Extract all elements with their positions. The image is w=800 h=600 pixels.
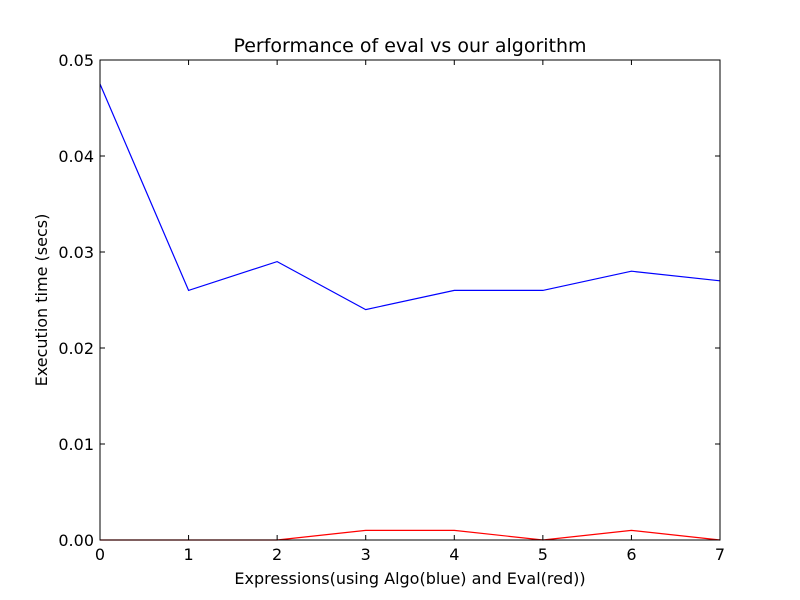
series-line-1 <box>100 529 721 541</box>
y-tick-label: 0.00 <box>58 531 94 550</box>
series-line-0 <box>99 83 721 311</box>
y-axis-label: Execution time (secs) <box>32 214 51 387</box>
x-tick-label: 4 <box>449 545 459 564</box>
x-tick-label: 3 <box>361 545 371 564</box>
chart-title: Performance of eval vs our algorithm <box>233 35 586 57</box>
x-tick-label: 1 <box>183 545 193 564</box>
x-tick-label: 6 <box>626 545 636 564</box>
y-tick-label: 0.01 <box>58 435 94 454</box>
series-layer <box>99 83 721 541</box>
x-tick-label: 2 <box>272 545 282 564</box>
x-tick-label: 0 <box>95 545 105 564</box>
plot-frame <box>99 59 721 541</box>
y-tick-label: 0.02 <box>58 339 94 358</box>
y-tick-label: 0.04 <box>58 147 94 166</box>
x-tick-label: 5 <box>538 545 548 564</box>
tick-layer: 0 1 2 3 4 5 6 7 0.00 0.01 0.02 0.03 0.04 0.05 <box>58 51 725 564</box>
y-tick-label: 0.03 <box>58 243 94 262</box>
x-tick-label: 7 <box>715 545 725 564</box>
y-tick-label: 0.05 <box>58 51 94 70</box>
x-axis-label: Expressions(using Algo(blue) and Eval(re… <box>234 569 585 588</box>
